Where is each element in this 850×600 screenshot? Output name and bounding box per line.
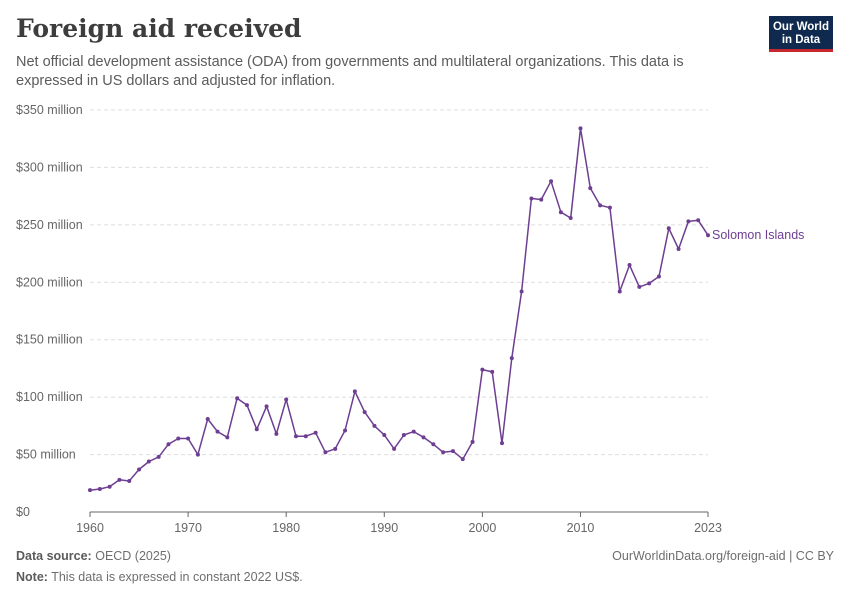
note-value: This data is expressed in constant 2022 …: [51, 570, 303, 584]
logo-line-1: Our World: [772, 21, 829, 33]
data-point: [392, 446, 397, 451]
y-tick-label: $150 million: [16, 333, 83, 347]
data-point: [166, 442, 171, 447]
data-point: [588, 186, 593, 191]
x-tick-label: 1990: [370, 521, 398, 535]
data-point: [215, 429, 220, 434]
data-point: [225, 435, 230, 440]
data-point: [343, 428, 348, 433]
data-point: [352, 389, 357, 394]
y-tick-label: $200 million: [16, 275, 83, 289]
data-point: [529, 196, 534, 201]
series-label: Solomon Islands: [712, 228, 804, 242]
data-point: [235, 396, 240, 401]
data-point: [156, 454, 161, 459]
data-point: [303, 434, 308, 439]
data-point: [509, 356, 514, 361]
logo-line-2: in Data: [781, 34, 821, 46]
data-point: [205, 416, 210, 421]
data-point: [666, 226, 671, 231]
owid-logo[interactable]: Our World in Data: [769, 16, 833, 52]
data-point: [676, 246, 681, 251]
data-point: [176, 436, 181, 441]
data-point: [647, 281, 652, 286]
data-point: [137, 467, 142, 472]
y-tick-label: $100 million: [16, 390, 83, 404]
data-point: [313, 430, 318, 435]
data-point: [578, 126, 583, 131]
data-point: [490, 369, 495, 374]
data-point: [382, 433, 387, 438]
data-point: [607, 205, 612, 210]
data-point: [500, 441, 504, 446]
data-point: [568, 215, 573, 220]
data-source-label: Data source:: [16, 549, 92, 563]
x-tick-label: 1960: [76, 521, 104, 535]
y-tick-label: $350 million: [16, 103, 83, 117]
data-point: [617, 289, 622, 294]
data-point: [186, 436, 191, 441]
data-point: [88, 488, 92, 493]
data-point: [450, 449, 455, 454]
data-point: [146, 459, 151, 464]
data-point: [431, 442, 436, 447]
data-point: [519, 289, 524, 294]
data-point: [656, 274, 661, 279]
data-point: [598, 203, 603, 208]
data-point: [480, 367, 485, 372]
y-tick-label: $0: [16, 505, 30, 519]
data-point: [411, 429, 416, 434]
data-point: [706, 233, 710, 238]
x-tick-label: 1980: [272, 521, 300, 535]
data-point: [441, 450, 446, 455]
x-tick-label: 2000: [468, 521, 496, 535]
data-point: [127, 478, 132, 483]
data-source: Data source: OECD (2025): [16, 549, 171, 563]
data-point: [294, 434, 298, 439]
data-point: [372, 423, 377, 428]
data-point: [401, 433, 406, 438]
data-point: [460, 457, 465, 462]
data-point: [549, 179, 554, 184]
data-point: [284, 397, 289, 402]
y-tick-label: $50 million: [16, 448, 76, 462]
data-point: [558, 210, 563, 215]
data-point: [117, 477, 122, 482]
data-point: [195, 452, 200, 457]
x-tick-label: 1970: [174, 521, 202, 535]
data-point: [264, 404, 269, 409]
x-tick-label: 2010: [567, 521, 595, 535]
data-point: [686, 219, 691, 224]
series-line: [89, 127, 709, 491]
data-point: [274, 431, 279, 436]
y-tick-label: $300 million: [16, 160, 83, 174]
data-point: [254, 427, 259, 432]
data-point: [97, 487, 102, 492]
data-point: [696, 218, 701, 223]
data-point: [107, 484, 112, 489]
data-point: [637, 284, 642, 289]
data-point: [362, 410, 367, 415]
source-url-link[interactable]: OurWorldinData.org/foreign-aid | CC BY: [612, 549, 834, 563]
data-point: [627, 263, 632, 268]
data-point: [323, 450, 328, 455]
data-point: [333, 446, 338, 451]
data-point: [421, 435, 426, 440]
y-tick-label: $250 million: [16, 218, 83, 232]
chart-title: Foreign aid received: [16, 14, 302, 43]
chart-note: Note: This data is expressed in constant…: [16, 570, 303, 584]
x-tick-label: 2023: [694, 521, 722, 535]
data-point: [470, 439, 475, 444]
data-point: [539, 197, 544, 202]
line-chart: $0 $50 million $100 million $150 million $20…: [16, 103, 804, 535]
data-point: [244, 403, 249, 408]
chart-subtitle: Net official development assistance (ODA…: [16, 54, 684, 89]
data-source-value[interactable]: OECD (2025): [95, 549, 171, 563]
note-label: Note:: [16, 570, 48, 584]
